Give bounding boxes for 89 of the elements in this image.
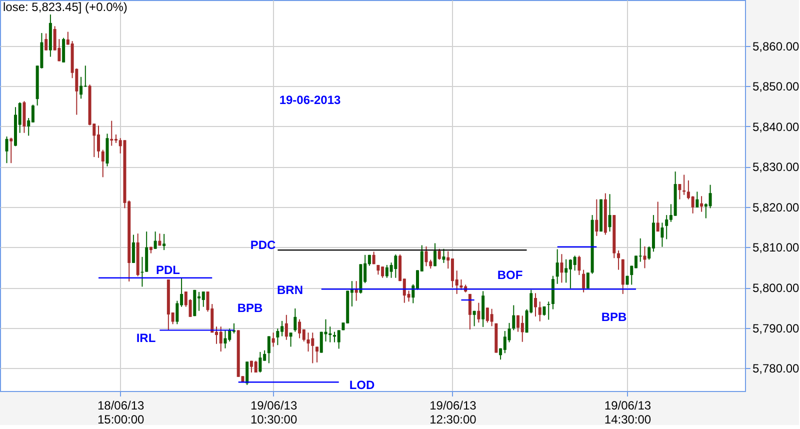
candlestick bbox=[289, 332, 292, 348]
annotation: PDL bbox=[156, 263, 180, 277]
candlestick bbox=[490, 308, 494, 327]
candlestick bbox=[311, 332, 314, 364]
candlestick bbox=[573, 255, 576, 272]
annotation: IRL bbox=[136, 331, 156, 345]
x-tick-label: 19/06/13 10:30:00 bbox=[250, 398, 298, 426]
candlestick bbox=[306, 332, 310, 352]
candlestick bbox=[512, 304, 516, 331]
annotation: BPB bbox=[237, 301, 263, 315]
candlestick bbox=[564, 258, 568, 284]
candlestick bbox=[678, 184, 682, 200]
annotation: 19-06-2013 bbox=[279, 93, 342, 107]
y-tick-label: 5,780.00 bbox=[752, 362, 800, 376]
candlestick bbox=[372, 251, 376, 265]
candlestick bbox=[337, 330, 340, 350]
candlestick bbox=[472, 310, 476, 327]
candlestick bbox=[460, 278, 463, 290]
candlestick bbox=[298, 318, 302, 339]
candlestick bbox=[442, 248, 446, 264]
candlestick bbox=[224, 330, 227, 349]
candlestick bbox=[294, 308, 297, 332]
candlestick bbox=[258, 351, 262, 373]
y-tick-label: 5,840.00 bbox=[752, 120, 800, 134]
candlestick bbox=[267, 336, 270, 364]
candlestick bbox=[547, 301, 550, 320]
candlestick bbox=[516, 314, 520, 332]
candlestick bbox=[62, 37, 66, 63]
candlestick bbox=[219, 326, 222, 352]
candlestick bbox=[424, 246, 428, 267]
candlestick bbox=[438, 248, 441, 260]
candlestick bbox=[276, 328, 280, 346]
candlestick bbox=[708, 184, 712, 209]
candlestick bbox=[80, 76, 83, 100]
annotation: LOD bbox=[349, 378, 375, 392]
candlestick bbox=[520, 315, 524, 342]
annotation: BRN bbox=[277, 283, 303, 297]
candlestick bbox=[656, 201, 660, 232]
x-tick-label: 18/06/13 15:00:00 bbox=[98, 398, 145, 426]
annotation: BPB bbox=[601, 310, 627, 324]
candlestick bbox=[696, 191, 699, 208]
candlestick bbox=[284, 314, 288, 340]
candlestick bbox=[202, 291, 205, 308]
candlestick bbox=[691, 196, 694, 214]
candlestick bbox=[31, 104, 34, 123]
candlestick bbox=[468, 293, 472, 330]
y-tick-label: 5,790.00 bbox=[752, 321, 800, 336]
candlestick bbox=[560, 254, 564, 284]
candlestick bbox=[272, 332, 275, 348]
candlestick bbox=[643, 246, 646, 269]
y-tick-label: 5,800.00 bbox=[752, 281, 800, 296]
candlestick bbox=[477, 302, 480, 324]
candlestick bbox=[617, 250, 620, 270]
candlestick bbox=[538, 301, 542, 322]
candlestick bbox=[246, 361, 249, 386]
candlestick bbox=[394, 254, 398, 278]
y-tick-label: 5,850.00 bbox=[752, 80, 800, 94]
candlestick bbox=[158, 233, 162, 246]
candlestick bbox=[10, 137, 13, 164]
candlestick bbox=[162, 233, 166, 251]
y-tick-label: 5,820.00 bbox=[752, 200, 800, 214]
annotation: BOF bbox=[497, 268, 523, 282]
y-tick-label: 5,860.00 bbox=[752, 39, 800, 54]
candlestick bbox=[110, 120, 114, 146]
candlestick bbox=[556, 248, 559, 284]
annotation: PDC bbox=[250, 238, 276, 252]
candlestick bbox=[5, 136, 8, 164]
annotation: lose: 5,823.45] (+0.0%) bbox=[3, 0, 128, 14]
x-tick-label: 19/06/13 14:30:00 bbox=[604, 398, 652, 426]
candlestick bbox=[582, 269, 586, 293]
x-tick-label: 19/06/13 12:30:00 bbox=[430, 398, 477, 426]
y-tick-label: 5,830.00 bbox=[752, 160, 800, 174]
candlestick bbox=[578, 255, 581, 276]
candlestick bbox=[660, 222, 664, 248]
candlestick bbox=[154, 231, 157, 250]
candlestick bbox=[586, 272, 590, 289]
candlestick bbox=[433, 242, 436, 267]
candlestick bbox=[44, 32, 48, 51]
candlestick bbox=[254, 360, 258, 373]
candlestick bbox=[482, 290, 485, 328]
candlestick bbox=[595, 198, 598, 236]
candlestick bbox=[534, 292, 537, 318]
candlestick bbox=[608, 194, 612, 232]
candlestick bbox=[665, 214, 668, 240]
candlestick bbox=[101, 149, 104, 178]
candlestick bbox=[316, 346, 319, 363]
y-tick-label: 5,810.00 bbox=[752, 240, 800, 255]
candlestick bbox=[700, 196, 704, 212]
candlestick bbox=[132, 234, 135, 264]
